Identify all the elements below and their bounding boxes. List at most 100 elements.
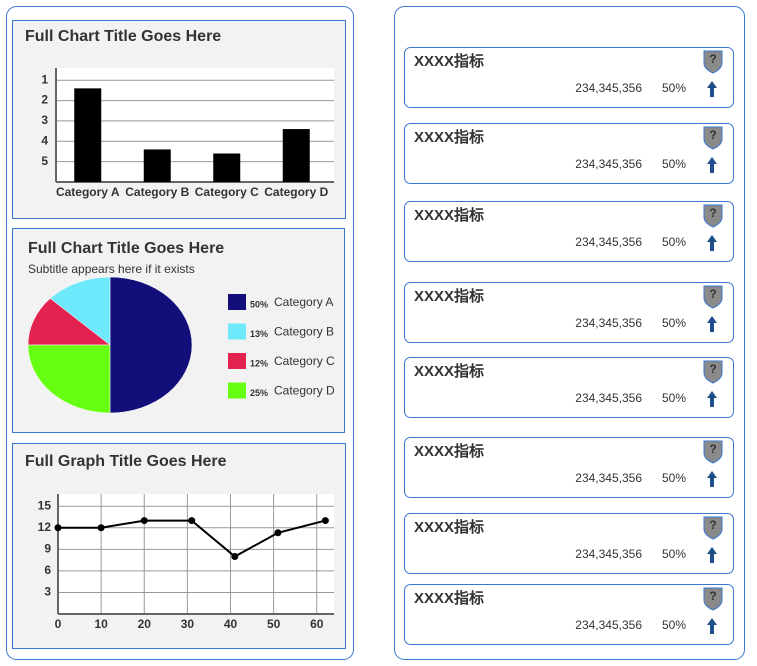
kpi-percent: 50%: [662, 391, 686, 405]
point: [274, 529, 282, 537]
y-tick-label: 9: [44, 542, 51, 556]
y-tick-label: 4: [41, 133, 48, 147]
legend-percent: 13%: [250, 329, 268, 339]
kpi-percent: 50%: [662, 618, 686, 632]
bar: [282, 129, 310, 182]
kpi-percent: 50%: [662, 235, 686, 249]
bar: [74, 88, 102, 182]
help-icon: [703, 516, 723, 540]
trend-arrow: [707, 157, 717, 173]
x-tick-label-box: Category C: [194, 186, 259, 199]
help-icon: [703, 126, 723, 150]
kpi-title: XXXX指标: [414, 206, 484, 224]
x-tick-label: Category D: [264, 186, 329, 199]
legend-percent: 12%: [250, 358, 268, 368]
chart-title: Full Graph Title Goes Here: [25, 453, 227, 470]
trend-arrow: [707, 471, 717, 487]
x-tick-label-box: Category A: [55, 186, 120, 199]
kpi-title: XXXX指标: [414, 589, 484, 607]
kpi-title: XXXX指标: [414, 128, 484, 146]
pie-slice: [49, 276, 111, 346]
x-tick-label: 50: [267, 617, 281, 631]
y-tick-label: 6: [44, 563, 51, 577]
chart-subtitle: Subtitle appears here if it exists: [28, 262, 195, 276]
kpi-value: 234,345,356: [575, 157, 642, 171]
point: [188, 517, 196, 525]
legend-label: Category A: [274, 295, 333, 309]
x-tick-label: 40: [224, 617, 238, 631]
help-icon-glyph: ?: [709, 442, 716, 456]
y-tick-label: 12: [38, 520, 52, 534]
kpi-value: 234,345,356: [575, 316, 642, 330]
x-tick-label: 20: [138, 617, 152, 631]
x-tick-label-box: Category D: [264, 186, 329, 199]
kpi-percent: 50%: [662, 316, 686, 330]
help-icon-glyph: ?: [709, 589, 716, 603]
kpi-value: 234,345,356: [575, 391, 642, 405]
legend-swatch: [228, 382, 246, 399]
kpi-card: [404, 437, 734, 498]
x-tick-label: 60: [310, 617, 324, 631]
kpi-card: [404, 282, 734, 343]
trend-arrow: [707, 618, 717, 634]
trend-arrow: [707, 81, 717, 97]
y-tick-label: 3: [44, 585, 51, 599]
trend-arrow: [707, 391, 717, 407]
kpi-card: [404, 584, 734, 645]
legend-label: Category B: [274, 325, 334, 339]
y-tick-label: 3: [41, 113, 48, 127]
x-tick-label: 30: [181, 617, 195, 631]
y-tick-label: 15: [38, 498, 52, 512]
y-tick-label: 1: [41, 72, 48, 86]
point: [231, 553, 239, 561]
bar: [143, 149, 171, 182]
y-tick-label: 2: [41, 93, 48, 107]
trend-arrow: [707, 235, 717, 251]
kpi-percent: 50%: [662, 81, 686, 95]
kpi-title: XXXX指标: [414, 518, 484, 536]
kpi-title: XXXX指标: [414, 52, 484, 70]
x-tick-label: 10: [94, 617, 108, 631]
kpi-value: 234,345,356: [575, 471, 642, 485]
legend-swatch: [228, 353, 246, 369]
trend-arrow: [707, 316, 717, 332]
kpi-value: 234,345,356: [575, 81, 642, 95]
pie-slice: [27, 298, 111, 346]
kpi-percent: 50%: [662, 157, 686, 171]
point: [321, 517, 329, 525]
y-tick-label: 5: [41, 154, 48, 168]
x-tick-label: Category A: [55, 186, 120, 199]
x-tick-label-box: Category B: [125, 186, 190, 199]
legend-swatch: [228, 323, 246, 340]
help-icon: [703, 50, 723, 74]
help-icon-glyph: ?: [709, 518, 716, 532]
x-tick-label: Category B: [125, 186, 190, 199]
help-icon: [703, 360, 723, 384]
bar: [213, 153, 241, 182]
kpi-value: 234,345,356: [575, 547, 642, 561]
help-icon-glyph: ?: [709, 52, 716, 66]
x-tick-label: Category C: [194, 186, 259, 199]
kpi-percent: 50%: [662, 547, 686, 561]
point: [140, 517, 148, 525]
trend-arrow: [707, 547, 717, 563]
kpi-title: XXXX指标: [414, 362, 484, 380]
kpi-title: XXXX指标: [414, 287, 484, 305]
pie-slice: [27, 344, 111, 414]
point: [54, 524, 62, 532]
kpi-value: 234,345,356: [575, 618, 642, 632]
help-icon-glyph: ?: [709, 206, 716, 220]
help-icon-glyph: ?: [709, 128, 716, 142]
point: [97, 524, 105, 532]
pie-slice: [109, 276, 193, 414]
legend-label: Category D: [274, 384, 335, 398]
plot-area: [58, 494, 334, 614]
kpi-card: [404, 201, 734, 262]
chart-title: Full Chart Title Goes Here: [25, 28, 221, 45]
kpi-card: [404, 357, 734, 418]
kpi-card: [404, 513, 734, 574]
kpi-title: XXXX指标: [414, 442, 484, 460]
x-tick-label: 0: [55, 617, 62, 631]
